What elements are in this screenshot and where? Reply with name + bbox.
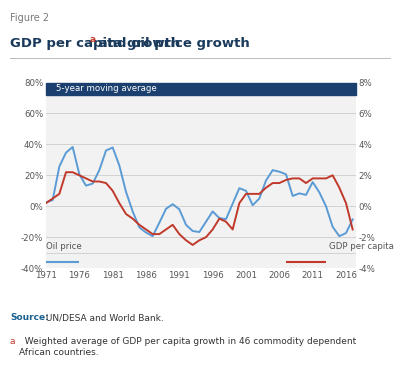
Text: UN/DESA and World Bank.: UN/DESA and World Bank. xyxy=(43,313,164,322)
Text: a: a xyxy=(10,338,16,346)
Bar xyxy=(46,82,356,95)
Text: Oil price: Oil price xyxy=(46,242,82,251)
Text: GDP per capita: GDP per capita xyxy=(329,242,394,251)
Text: 5-year moving average: 5-year moving average xyxy=(56,84,157,93)
Text: Figure 2: Figure 2 xyxy=(10,13,49,23)
Text: GDP per capita growth: GDP per capita growth xyxy=(10,38,180,51)
Text: Weighted average of GDP per capita growth in 46 commodity dependent
African coun: Weighted average of GDP per capita growt… xyxy=(19,338,356,357)
Text: a: a xyxy=(90,34,96,44)
Text: and oil price growth: and oil price growth xyxy=(94,38,250,51)
Text: Source:: Source: xyxy=(10,313,49,322)
